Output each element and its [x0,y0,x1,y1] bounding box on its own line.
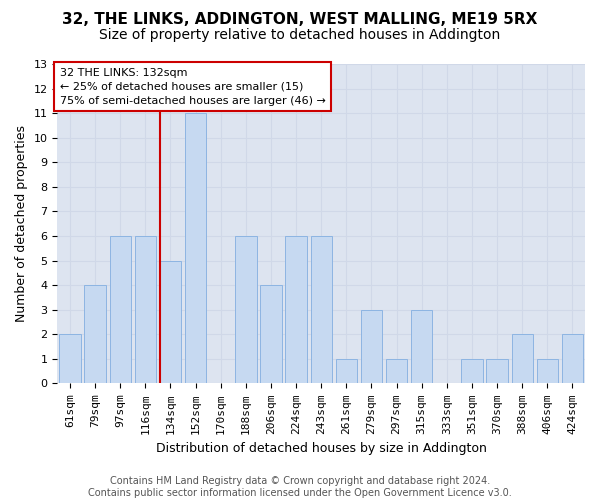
Bar [335,359,357,384]
Bar [85,285,106,384]
Bar [235,236,257,384]
Bar [185,113,206,384]
Bar [134,236,156,384]
Text: 32 THE LINKS: 132sqm
← 25% of detached houses are smaller (15)
75% of semi-detac: 32 THE LINKS: 132sqm ← 25% of detached h… [60,68,326,106]
Bar [260,285,281,384]
Bar [160,260,181,384]
Text: Contains HM Land Registry data © Crown copyright and database right 2024.
Contai: Contains HM Land Registry data © Crown c… [88,476,512,498]
Bar [536,359,558,384]
Bar [487,359,508,384]
Text: 32, THE LINKS, ADDINGTON, WEST MALLING, ME19 5RX: 32, THE LINKS, ADDINGTON, WEST MALLING, … [62,12,538,28]
Bar [361,310,382,384]
Text: Size of property relative to detached houses in Addington: Size of property relative to detached ho… [100,28,500,42]
Bar [59,334,80,384]
Bar [461,359,482,384]
X-axis label: Distribution of detached houses by size in Addington: Distribution of detached houses by size … [156,442,487,455]
Bar [311,236,332,384]
Bar [286,236,307,384]
Bar [386,359,407,384]
Bar [512,334,533,384]
Bar [562,334,583,384]
Bar [110,236,131,384]
Y-axis label: Number of detached properties: Number of detached properties [15,125,28,322]
Bar [411,310,433,384]
